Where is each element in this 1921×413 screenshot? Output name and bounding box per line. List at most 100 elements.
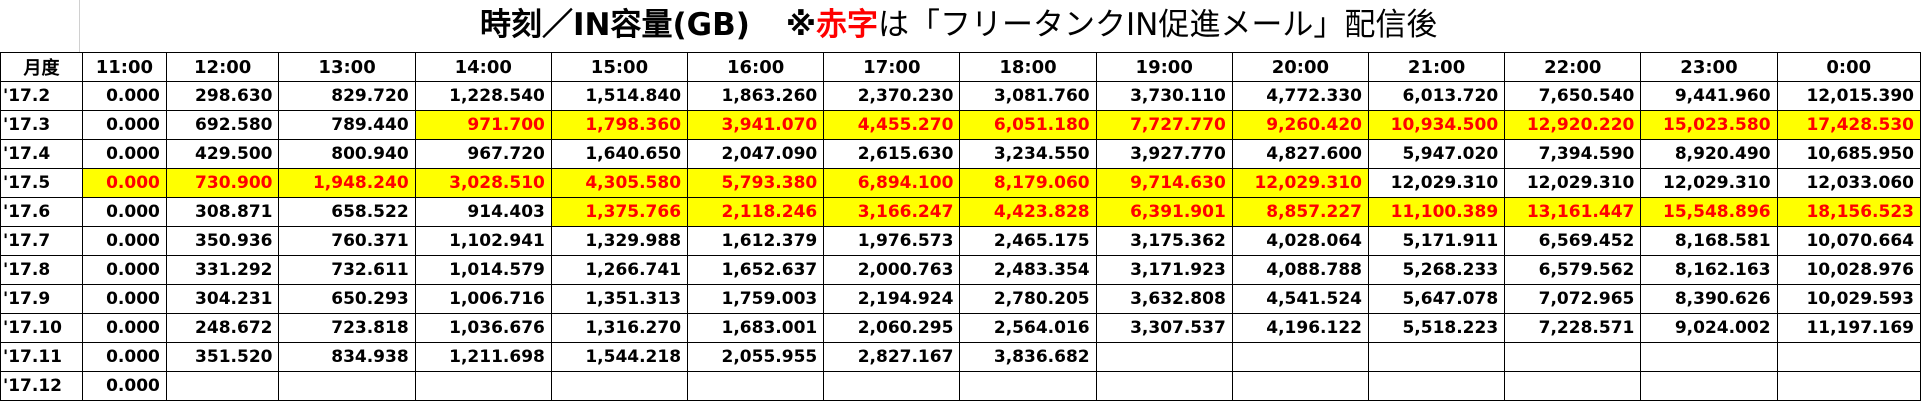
column-header-time: 11:00 xyxy=(81,52,167,82)
value-cell: 0.000 xyxy=(81,81,167,111)
value-cell: 0.000 xyxy=(81,139,167,169)
value-cell xyxy=(1095,371,1233,401)
value-cell: 2,780.205 xyxy=(959,284,1097,314)
column-header-time: 17:00 xyxy=(823,52,961,82)
value-cell: 1,228.540 xyxy=(414,81,552,111)
value-cell: 8,390.626 xyxy=(1640,284,1778,314)
title-divider xyxy=(79,0,80,52)
value-cell: 1,798.360 xyxy=(550,110,689,140)
value-cell: 2,564.016 xyxy=(959,313,1097,343)
value-cell xyxy=(550,371,689,401)
value-cell: 914.403 xyxy=(414,197,552,227)
value-cell: 3,836.682 xyxy=(959,342,1097,372)
value-cell: 9,024.002 xyxy=(1640,313,1778,343)
table-row: '17.6 0.000 308.871 658.522 914.403 1,375.766… xyxy=(0,197,1921,227)
value-cell: 6,051.180 xyxy=(959,110,1097,140)
value-cell: 2,047.090 xyxy=(687,139,825,169)
value-cell: 2,194.924 xyxy=(823,284,961,314)
value-cell: 760.371 xyxy=(278,226,416,256)
value-cell: 730.900 xyxy=(165,168,280,198)
value-cell: 3,730.110 xyxy=(1095,81,1233,111)
month-cell: '17.7 xyxy=(0,226,83,256)
value-cell: 2,827.167 xyxy=(823,342,961,372)
value-cell: 6,579.562 xyxy=(1504,255,1642,285)
value-cell: 12,029.310 xyxy=(1231,168,1369,198)
value-cell: 789.440 xyxy=(278,110,416,140)
table-row: '17.9 0.000 304.231 650.293 1,006.716 1,351.3… xyxy=(0,284,1921,314)
value-cell xyxy=(1367,371,1506,401)
header-row: 月度 11:00 12:00 13:00 14:00 15:00 16:00 17:00 18:… xyxy=(0,52,1921,82)
value-cell: 248.672 xyxy=(165,313,280,343)
table-row: '17.7 0.000 350.936 760.371 1,102.941 1,329.9… xyxy=(0,226,1921,256)
column-header-time: 20:00 xyxy=(1231,52,1369,82)
value-cell: 1,948.240 xyxy=(278,168,416,198)
value-cell xyxy=(1231,371,1369,401)
column-header-time: 12:00 xyxy=(165,52,280,82)
value-cell: 9,260.420 xyxy=(1231,110,1369,140)
value-cell: 5,647.078 xyxy=(1367,284,1506,314)
value-cell: 1,014.579 xyxy=(414,255,552,285)
table-body: '17.2 0.000 298.630 829.720 1,228.540 1,514.8… xyxy=(0,81,1921,401)
value-cell: 0.000 xyxy=(81,371,167,401)
value-cell: 8,179.060 xyxy=(959,168,1097,198)
value-cell: 723.818 xyxy=(278,313,416,343)
value-cell: 4,088.788 xyxy=(1231,255,1369,285)
value-cell: 658.522 xyxy=(278,197,416,227)
table-row: '17.11 0.000 351.520 834.938 1,211.698 1,544.… xyxy=(0,342,1921,372)
value-cell: 4,423.828 xyxy=(959,197,1097,227)
table-row: '17.4 0.000 429.500 800.940 967.720 1,640.650… xyxy=(0,139,1921,169)
value-cell: 1,652.637 xyxy=(687,255,825,285)
value-cell: 6,894.100 xyxy=(823,168,961,198)
value-cell: 3,234.550 xyxy=(959,139,1097,169)
title-row: 時刻／IN容量(GB) ※赤字は「フリータンクIN促進メール」配信後 xyxy=(0,0,1921,53)
value-cell: 4,196.122 xyxy=(1231,313,1369,343)
column-header-month: 月度 xyxy=(0,52,83,82)
value-cell: 2,060.295 xyxy=(823,313,961,343)
value-cell: 12,029.310 xyxy=(1367,168,1506,198)
value-cell: 4,305.580 xyxy=(550,168,689,198)
value-cell: 3,632.808 xyxy=(1095,284,1233,314)
value-cell: 2,055.955 xyxy=(687,342,825,372)
value-cell: 1,036.676 xyxy=(414,313,552,343)
value-cell xyxy=(823,371,961,401)
value-cell: 1,640.650 xyxy=(550,139,689,169)
column-header-time: 19:00 xyxy=(1095,52,1233,82)
month-cell: '17.11 xyxy=(0,342,83,372)
value-cell: 692.580 xyxy=(165,110,280,140)
value-cell xyxy=(1776,342,1921,372)
value-cell xyxy=(278,371,416,401)
value-cell: 1,976.573 xyxy=(823,226,961,256)
value-cell: 1,351.313 xyxy=(550,284,689,314)
value-cell: 0.000 xyxy=(81,284,167,314)
value-cell xyxy=(687,371,825,401)
month-cell: '17.4 xyxy=(0,139,83,169)
value-cell: 6,013.720 xyxy=(1367,81,1506,111)
column-header-time: 21:00 xyxy=(1367,52,1506,82)
value-cell: 5,518.223 xyxy=(1367,313,1506,343)
value-cell: 9,441.960 xyxy=(1640,81,1778,111)
value-cell: 1,759.003 xyxy=(687,284,825,314)
month-cell: '17.9 xyxy=(0,284,83,314)
value-cell xyxy=(1504,342,1642,372)
value-cell: 12,029.310 xyxy=(1504,168,1642,198)
value-cell: 829.720 xyxy=(278,81,416,111)
value-cell: 12,029.310 xyxy=(1640,168,1778,198)
value-cell: 12,033.060 xyxy=(1776,168,1921,198)
value-cell: 17,428.530 xyxy=(1776,110,1921,140)
title-mark: ※ xyxy=(785,7,817,43)
column-header-time: 23:00 xyxy=(1640,52,1778,82)
value-cell xyxy=(1367,342,1506,372)
value-cell: 800.940 xyxy=(278,139,416,169)
value-cell: 4,772.330 xyxy=(1231,81,1369,111)
month-cell: '17.10 xyxy=(0,313,83,343)
value-cell: 4,827.600 xyxy=(1231,139,1369,169)
value-cell: 6,569.452 xyxy=(1504,226,1642,256)
value-cell: 4,455.270 xyxy=(823,110,961,140)
value-cell: 3,081.760 xyxy=(959,81,1097,111)
value-cell: 15,548.896 xyxy=(1640,197,1778,227)
column-header-time: 22:00 xyxy=(1504,52,1642,82)
value-cell: 0.000 xyxy=(81,313,167,343)
value-cell: 1,329.988 xyxy=(550,226,689,256)
value-cell: 7,394.590 xyxy=(1504,139,1642,169)
month-cell: '17.8 xyxy=(0,255,83,285)
